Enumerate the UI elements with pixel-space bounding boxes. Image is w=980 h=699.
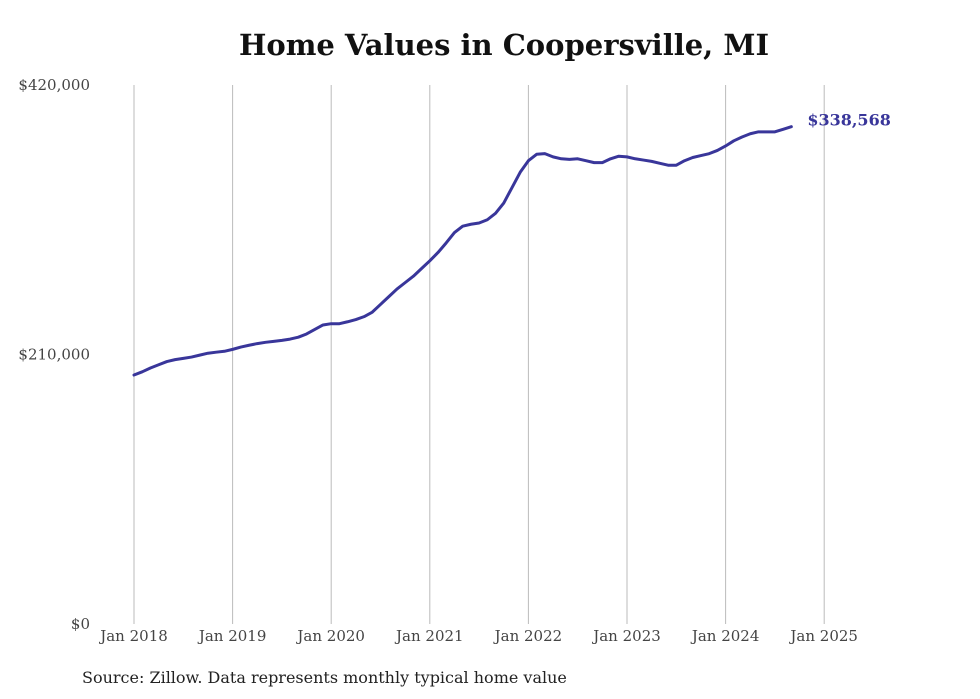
x-tick-label: Jan 2018 <box>98 627 168 645</box>
gridlines <box>133 85 825 624</box>
x-tick-label: Jan 2023 <box>591 627 661 645</box>
y-tick-label: $0 <box>71 615 90 633</box>
chart-title: Home Values in Coopersville, MI <box>238 28 770 62</box>
source-note: Source: Zillow. Data represents monthly … <box>82 668 567 687</box>
x-tick-label: Jan 2019 <box>197 627 267 645</box>
y-axis-tick-labels: $0 $210,000 $420,000 <box>18 76 90 633</box>
end-value-label: $338,568 <box>807 111 891 130</box>
x-tick-label: Jan 2021 <box>394 627 464 645</box>
x-tick-label: Jan 2025 <box>788 627 858 645</box>
x-axis-tick-labels: Jan 2018 Jan 2019 Jan 2020 Jan 2021 Jan 2022… <box>98 627 858 645</box>
x-tick-label: Jan 2024 <box>690 627 760 645</box>
series-line <box>132 125 793 377</box>
x-tick-label: Jan 2020 <box>295 627 365 645</box>
x-tick-label: Jan 2022 <box>493 627 563 645</box>
y-tick-label: $210,000 <box>18 346 90 364</box>
y-tick-label: $420,000 <box>18 76 90 94</box>
